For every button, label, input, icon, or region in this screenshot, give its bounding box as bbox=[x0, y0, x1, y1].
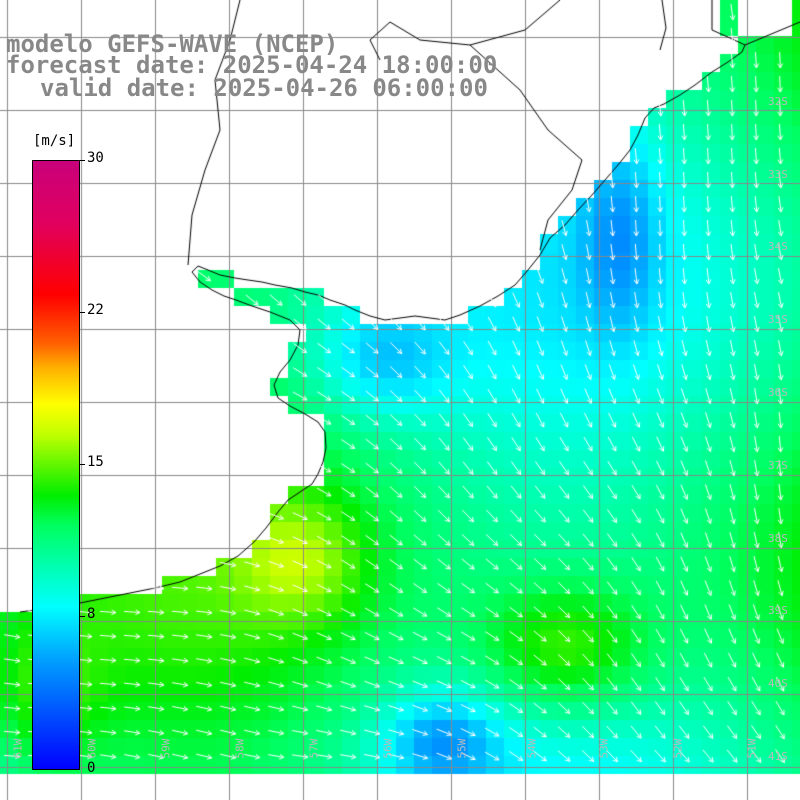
colorbar-tick-22: 22 bbox=[87, 302, 104, 318]
lat-label: 38S bbox=[768, 532, 788, 545]
lat-label: 32S bbox=[768, 95, 788, 108]
colorbar-tick-30: 30 bbox=[87, 150, 104, 166]
lat-label: 41S bbox=[768, 750, 788, 763]
lon-label: 57W bbox=[307, 738, 321, 759]
lon-label: 54W bbox=[525, 738, 539, 759]
map-title-valid-date: valid date: 2025-04-26 06:00:00 bbox=[40, 74, 488, 102]
lat-label: 40S bbox=[768, 677, 788, 690]
colorbar-tickmark bbox=[79, 616, 85, 617]
lon-label: 60W bbox=[85, 738, 99, 759]
lat-label: 33S bbox=[768, 168, 788, 181]
lon-label: 55W bbox=[455, 738, 469, 759]
colorbar-unit: [m/s] bbox=[33, 133, 76, 149]
lon-label: 52W bbox=[671, 738, 685, 759]
colorbar-tickmark bbox=[79, 464, 85, 465]
colorbar-tick-8: 8 bbox=[87, 606, 96, 622]
colorbar-tickmark bbox=[79, 312, 85, 313]
colorbar-tickmark bbox=[79, 160, 85, 161]
lon-label: 59W bbox=[159, 738, 173, 759]
lat-label: 34S bbox=[768, 240, 788, 253]
map-title-forecast-date: forecast date: 2025-04-24 18:00:00 bbox=[6, 51, 498, 79]
lon-label: 58W bbox=[233, 738, 247, 759]
colorbar bbox=[32, 160, 80, 770]
lon-label: 56W bbox=[381, 738, 395, 759]
lon-label: 61W bbox=[11, 738, 25, 759]
colorbar-tick-15: 15 bbox=[87, 454, 104, 470]
lon-label: 53W bbox=[597, 738, 611, 759]
map-title-model: modelo GEFS-WAVE (NCEP) bbox=[6, 30, 339, 58]
lon-label: 51W bbox=[745, 738, 759, 759]
colorbar-tick-0: 0 bbox=[87, 760, 96, 776]
lat-label: 36S bbox=[768, 386, 788, 399]
lat-label: 37S bbox=[768, 459, 788, 472]
lat-label: 39S bbox=[768, 604, 788, 617]
lat-label: 35S bbox=[768, 313, 788, 326]
